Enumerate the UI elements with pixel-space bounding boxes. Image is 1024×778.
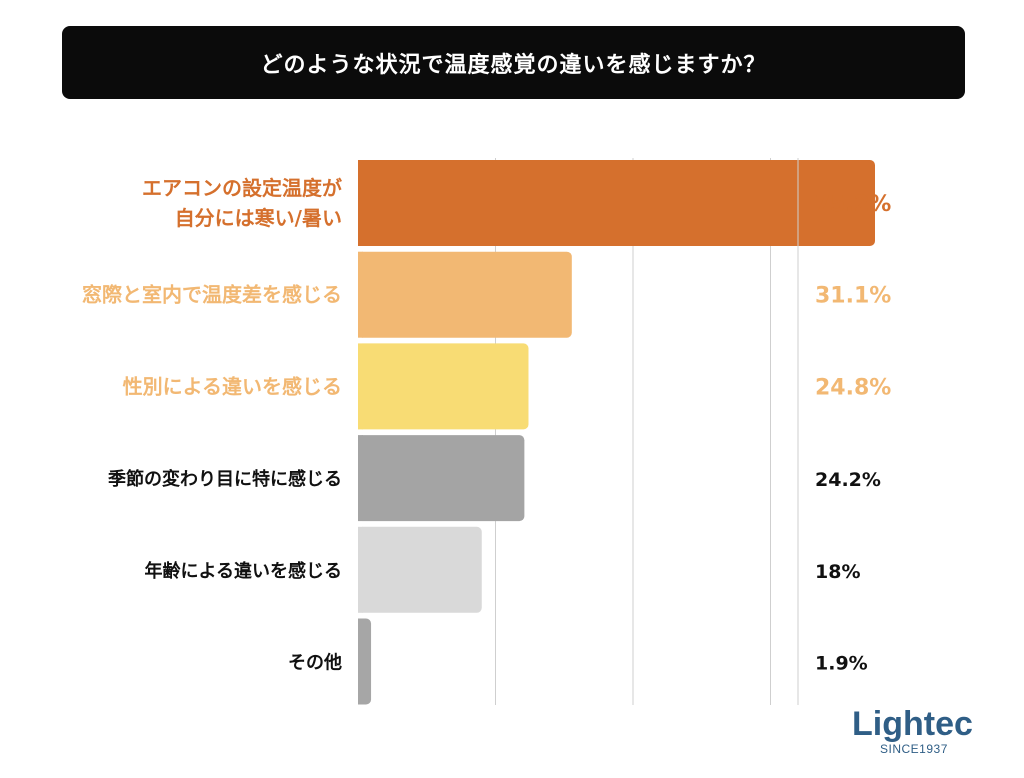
value-label: 31.1% <box>815 284 891 309</box>
value-label: 24.2% <box>815 469 881 491</box>
logo-wordmark: Lightec <box>852 705 973 743</box>
bar-3-base <box>358 343 363 430</box>
value-label: 75.2% <box>815 192 891 217</box>
bar-4-base <box>358 435 363 522</box>
value-label: 18% <box>815 561 860 583</box>
category-label: 季節の変わり目に特に感じる <box>108 468 342 490</box>
chart-title: どのような状況で温度感覚の違いを感じますか？ <box>260 52 767 78</box>
bar-3 <box>358 343 529 430</box>
category-label: その他 <box>288 652 342 674</box>
bar-1-base <box>358 160 363 246</box>
bar-6-base <box>358 618 363 705</box>
bar-1 <box>358 160 875 246</box>
category-label: 年齢による違いを感じる <box>145 560 342 582</box>
bar-5-base <box>358 526 363 613</box>
value-label: 24.8% <box>815 375 891 400</box>
logo-since: SINCE1937 <box>880 742 948 756</box>
value-label: 1.9% <box>815 653 868 675</box>
category-label: 窓際と室内で温度差を感じる <box>82 283 342 307</box>
bar-2-base <box>358 251 363 338</box>
category-label: エアコンの設定温度が自分には寒い/暑い <box>142 176 342 230</box>
brand-logo: Lightec SINCE1937 <box>852 704 973 764</box>
bar-2 <box>358 251 572 338</box>
bar-4 <box>358 435 525 522</box>
category-label: 性別による違いを感じる <box>123 374 342 398</box>
chart-title-bar: どのような状況で温度感覚の違いを感じますか？ <box>62 26 965 99</box>
bar-5 <box>358 526 482 613</box>
